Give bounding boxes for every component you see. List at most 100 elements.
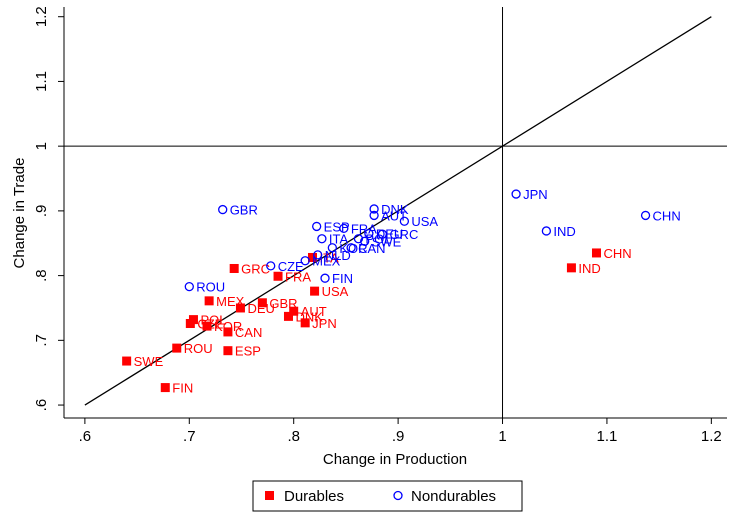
data-point-label: NLD [325,248,351,263]
data-point-label: KOR [339,241,367,256]
data-point-circle [377,229,388,239]
data-point-square [229,263,239,273]
data-point-label: ITA [319,250,339,265]
data-point-label: FRA [285,269,311,284]
data-point-square [566,263,576,273]
data-point-label: CZE [278,259,304,274]
data-point-label: MEX [312,254,341,269]
y-tick-label: 1 [33,142,50,150]
series-durables: CHNINDGRCITAFRAUSAMEXGBRDEUAUTDNKPOLJPNC… [122,246,632,396]
data-point-square [273,271,283,281]
diagonal-45-line [84,16,712,406]
data-point-circle [312,221,322,232]
data-point-label: CHN [653,208,681,223]
x-tick-label: 1.1 [596,428,617,445]
data-point-square [591,248,601,258]
data-point-square [310,286,320,296]
data-point-square [204,296,214,306]
data-marks: CHNINDGRCITAFRAUSAMEXGBRDEUAUTDNKPOLJPNC… [122,187,681,396]
data-point-label: USA [322,284,349,299]
data-point-circle [313,250,323,260]
data-point-square [235,303,245,313]
data-point-square [300,318,310,328]
data-point-label: GBR [230,203,258,218]
data-point-label: IND [553,224,575,239]
data-point-circle [300,256,310,266]
data-point-label: ITA [329,232,349,247]
data-point-square [257,298,267,308]
data-point-label: ROU [196,280,225,295]
data-point-square [122,356,132,366]
data-point-circle [511,189,521,199]
data-point-label: ESP [324,219,350,234]
data-point-label: ROU [184,341,213,356]
data-point-square [202,321,212,331]
data-point-label: JPN [523,187,548,202]
data-point-label: SWE [372,234,402,249]
data-point-circle [399,216,410,226]
legend: Durables Nondurables [252,480,523,512]
data-point-square [185,319,195,329]
y-tick-label: .8 [33,269,50,282]
data-point-square [283,311,293,321]
data-point-label: AUT [381,208,407,223]
data-point-label: AUT [301,304,327,319]
data-point-label: FIN [172,381,193,396]
data-point-circle [266,261,276,271]
data-point-circle [218,204,228,215]
x-tick-label: .7 [183,428,196,445]
data-point-label: GRC [389,227,418,242]
x-tick-label: .9 [392,428,405,445]
data-point-circle [640,210,651,221]
data-point-circle [327,243,337,253]
data-point-circle [364,228,374,239]
legend-nondurables-marker [393,490,403,501]
data-point-label: FRA [351,221,377,236]
x-tick-label: 1.2 [701,428,722,445]
axes: .6 .7 .8 .9 1 1.1 1.2 .6 .7 .8 .9 1 1.1 1.2 [33,6,727,445]
data-point-label: SWE [134,354,164,369]
data-point-circle [369,204,379,214]
data-point-label: FIN [332,271,353,286]
x-tick-label: .6 [79,428,92,445]
data-point-circle [320,273,330,283]
data-point-label: GRC [241,261,270,276]
data-point-circle [346,243,356,253]
y-tick-label: .9 [33,205,50,218]
y-axis-label: Change in Trade [11,158,28,269]
data-point-square [223,327,233,337]
legend-durables-label: Durables [284,488,344,505]
data-point-square [160,383,170,393]
data-point-circle [369,210,379,221]
legend-durables-marker [265,491,274,500]
data-point-circle [541,226,552,236]
data-point-circle [317,234,327,244]
y-tick-label: .7 [33,334,50,347]
data-point-label: KOR [214,319,242,334]
x-tick-label: .8 [287,428,300,445]
x-axis-label: Change in Production [323,451,467,468]
data-point-label: CAN [235,325,262,340]
data-point-label: DNK [381,202,409,217]
x-tick-label: 1 [498,428,506,445]
reference-lines [64,7,727,418]
data-point-label: ESP [235,344,261,359]
data-point-square [223,346,233,356]
data-point-circle [339,223,349,234]
data-point-label: USA [411,214,438,229]
data-point-circle [184,281,194,292]
legend-nondurables-label: Nondurables [411,488,496,505]
y-tick-label: 1.1 [33,71,50,92]
data-point-label: JPN [312,316,337,331]
data-point-label: CAN [358,241,385,256]
data-point-label: CHN [603,246,631,261]
data-point-square [289,306,299,316]
data-point-label: IND [578,261,600,276]
legend-box [252,480,523,512]
data-point-square [172,343,182,353]
y-tick-label: 1.2 [33,6,50,27]
y-tick-label: .6 [33,399,50,412]
data-point-label: DEU [247,301,274,316]
